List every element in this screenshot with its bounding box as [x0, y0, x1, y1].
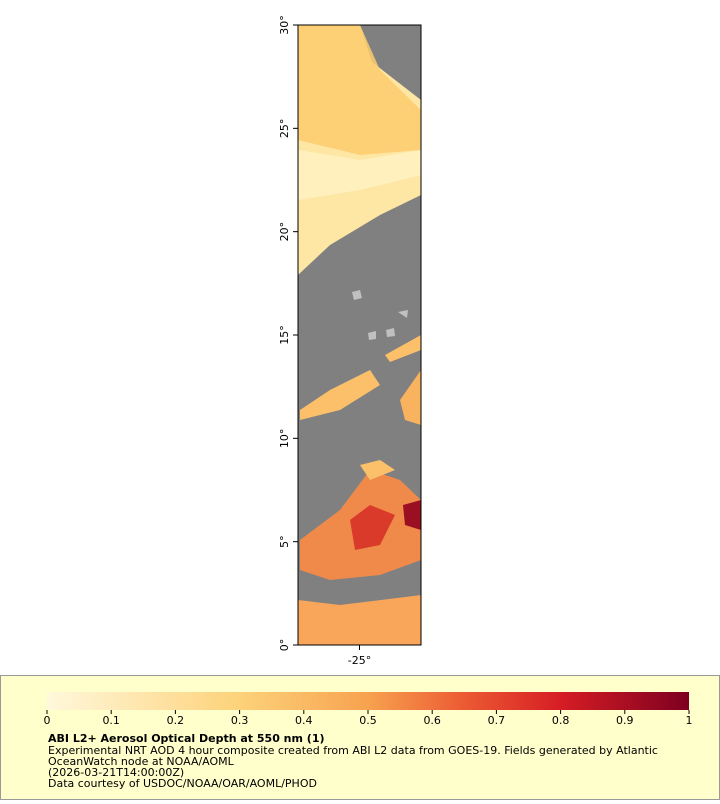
- colorbar-tick-label: 0.1: [102, 714, 120, 727]
- x-tick-label: -25°: [348, 654, 371, 667]
- y-tick-label: 30°: [278, 15, 291, 35]
- colorbar-tick-label: 0.8: [552, 714, 570, 727]
- y-tick-label: 0°: [278, 639, 291, 652]
- colorbar-tick-label: 0.7: [488, 714, 506, 727]
- y-tick-label: 20°: [278, 222, 291, 242]
- colorbar-tick-label: 0.4: [295, 714, 313, 727]
- title: ABI L2+ Aerosol Optical Depth at 550 nm …: [48, 732, 325, 745]
- colorbar-tick-label: 0.2: [167, 714, 185, 727]
- y-tick-label: 10°: [278, 429, 291, 449]
- map-image: [297, 24, 422, 646]
- description: (2026-03-21T14:00:00Z): [48, 766, 184, 779]
- colorbar-tick-label: 0.9: [616, 714, 634, 727]
- colorbar-tick-label: 0: [44, 714, 51, 727]
- colorbar-tick-label: 1: [686, 714, 693, 727]
- y-tick-label: 5°: [278, 535, 291, 548]
- colorbar-tick-label: 0.6: [423, 714, 441, 727]
- description: OceanWatch node at NOAA/AOML: [48, 755, 235, 768]
- y-tick-label: 25°: [278, 119, 291, 139]
- colorbar: [47, 692, 689, 710]
- description: Experimental NRT AOD 4 hour composite cr…: [48, 744, 658, 757]
- colorbar-tick-label: 0.5: [359, 714, 377, 727]
- colorbar-tick-label: 0.3: [231, 714, 249, 727]
- y-tick-label: 15°: [278, 325, 291, 345]
- description: Data courtesy of USDOC/NOAA/OAR/AOML/PHO…: [48, 777, 317, 790]
